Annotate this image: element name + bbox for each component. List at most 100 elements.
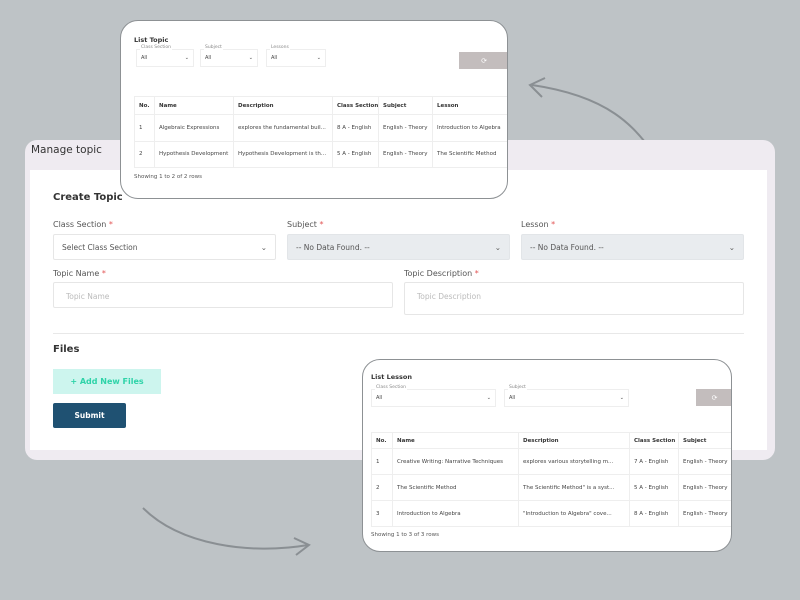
table-cell: 2 [371,474,393,501]
table-cell: 5 A - English [629,474,679,501]
table-cell: The Scientific Method" is a syst... [518,474,630,501]
chevron-down-icon: ⌄ [728,242,735,252]
lesson-table: No. Name Description Class Section Subject 1 C… [371,432,731,527]
column-header[interactable]: Description [518,432,630,449]
filter-value: All [509,395,516,401]
column-header[interactable]: Subject [678,432,731,449]
table-footer: Showing 1 to 3 of 3 rows [371,532,440,538]
table-footer: Showing 1 to 2 of 2 rows [134,174,203,180]
filter-select[interactable]: Class Section All ⌄ [371,385,496,407]
column-header[interactable]: Name [154,96,234,115]
class-section-select[interactable]: Select Class Section ⌄ [53,234,276,260]
column-header[interactable]: Name [392,432,519,449]
subject-select[interactable]: -- No Data Found. -- ⌄ [287,234,510,260]
refresh-icon: ⟳ [481,56,487,65]
chevron-down-icon: ⌄ [316,55,321,61]
column-header[interactable]: Class Section [332,96,379,115]
chevron-down-icon: ⌄ [486,395,491,401]
submit-button[interactable]: Submit [53,403,126,428]
filter-label: Subject [204,45,223,50]
filter-label: Class Section [375,385,407,390]
filter-select[interactable]: Subject All ⌄ [504,385,629,407]
table-cell: The Scientific Method [392,474,519,501]
class-section-label: Class Section * [53,220,113,229]
chevron-down-icon: ⌄ [260,242,267,252]
subject-label: Subject * [287,220,324,229]
refresh-button[interactable]: ⟳ [696,389,731,406]
table-cell: English - Theory [378,140,433,168]
plus-icon: + [70,377,80,386]
table-cell: 5 A - English [332,140,379,168]
chevron-down-icon: ⌄ [248,55,253,61]
filter-label: Lessons [270,45,290,50]
page-title: Manage topic [31,144,102,156]
lesson-label: Lesson * [521,220,556,229]
topic-description-label: Topic Description * [404,269,479,278]
topic-table: No. Name Description Class Section Subject Le… [134,96,507,168]
table-cell: 8 A - English [629,500,679,527]
filter-value: All [376,395,383,401]
chevron-down-icon: ⌄ [494,242,501,252]
list-lesson-card: List Lesson Class Section All ⌄ Subject All ⌄… [362,359,732,552]
filter-value: All [271,55,278,61]
table-cell: 3 [371,500,393,527]
filter-select[interactable]: Lessons All ⌄ [266,45,326,67]
table-cell: 1 [134,114,155,142]
table-cell: Creative Writing: Narrative Techniques [392,448,519,475]
table-cell: The Scientific Method [432,140,507,168]
filter-value: All [205,55,212,61]
curved-arrow-icon [142,507,309,550]
table-cell: "Introduction to Algebra" cove... [518,500,630,527]
list-topic-title: List Topic [134,36,169,44]
column-header[interactable]: Lesson [432,96,507,115]
table-cell: English - Theory [378,114,433,142]
refresh-button[interactable]: ⟳ [459,52,507,69]
list-lesson-title: List Lesson [371,373,412,381]
table-cell: Introduction to Algebra [392,500,519,527]
topic-description-input[interactable]: Topic Description [404,282,744,315]
files-title: Files [53,344,80,355]
lesson-select[interactable]: -- No Data Found. -- ⌄ [521,234,744,260]
chevron-down-icon: ⌄ [184,55,189,61]
form-title: Create Topic [53,192,123,203]
arrow-head-icon [528,77,546,98]
table-cell: 2 [134,140,155,168]
filter-label: Subject [508,385,527,390]
chevron-down-icon: ⌄ [619,395,624,401]
column-header[interactable]: Description [233,96,333,115]
table-cell: 1 [371,448,393,475]
topic-name-label: Topic Name * [53,269,106,278]
column-header[interactable]: Subject [378,96,433,115]
table-cell: English - Theory [678,474,731,501]
column-header[interactable]: No. [134,96,155,115]
column-header[interactable]: No. [371,432,393,449]
add-new-files-button[interactable]: + Add New Files [53,369,161,394]
table-row[interactable]: 3 Introduction to Algebra "Introduction to… [371,500,731,527]
filter-select[interactable]: Class Section All ⌄ [136,45,194,67]
table-cell: English - Theory [678,500,731,527]
table-cell: Algebraic Expressions [154,114,234,142]
table-cell: explores the fundamental buil... [233,114,333,142]
divider [53,333,744,334]
table-cell: explores various storytelling m... [518,448,630,475]
table-cell: Introduction to Algebra [432,114,507,142]
arrow-head-icon [293,537,311,556]
filter-label: Class Section [140,45,172,50]
table-header: No. Name Description Class Section Subject Le… [134,96,507,115]
table-row[interactable]: 1 Creative Writing: Narrative Techniques e… [371,448,731,475]
table-cell: Hypothesis Development is th... [233,140,333,168]
table-header: No. Name Description Class Section Subject [371,432,731,449]
table-cell: 8 A - English [332,114,379,142]
table-row[interactable]: 1 Algebraic Expressions explores the funda… [134,114,507,142]
filter-select[interactable]: Subject All ⌄ [200,45,258,67]
table-cell: 7 A - English [629,448,679,475]
table-row[interactable]: 2 Hypothesis Development Hypothesis Develo… [134,140,507,168]
table-cell: English - Theory [678,448,731,475]
filter-value: All [141,55,148,61]
refresh-icon: ⟳ [711,393,718,402]
column-header[interactable]: Class Section [629,432,679,449]
table-cell: Hypothesis Development [154,140,234,168]
topic-name-input[interactable]: Topic Name [53,282,393,308]
list-topic-card: List Topic Class Section All ⌄ Subject All ⌄ L… [120,20,508,199]
table-row[interactable]: 2 The Scientific Method The Scientific Met… [371,474,731,501]
